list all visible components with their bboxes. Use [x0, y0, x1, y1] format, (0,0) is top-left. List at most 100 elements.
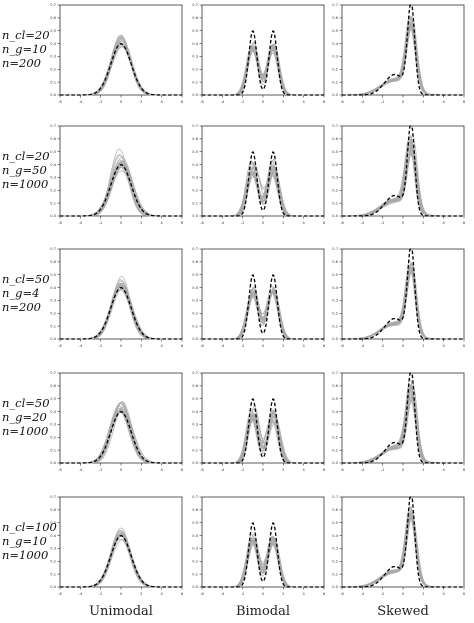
y-tick-label: 0.4 — [192, 163, 198, 167]
estimate-curve — [202, 539, 324, 588]
y-tick-label: 0.6 — [332, 260, 338, 264]
estimate-curve — [60, 288, 182, 340]
estimate-curve — [60, 405, 182, 464]
estimate-curve — [342, 269, 464, 340]
estimate-curve — [60, 532, 182, 588]
y-tick-label: 0.4 — [332, 534, 338, 538]
x-tick-label: 4 — [443, 592, 446, 596]
x-tick-label: 4 — [303, 592, 306, 596]
true-density-curve — [202, 398, 324, 464]
y-tick-label: 0.1 — [50, 201, 56, 205]
row-label-line: n_g=10 — [2, 42, 47, 56]
panel-frame — [59, 372, 183, 464]
x-tick-label: 0 — [402, 100, 405, 104]
y-tick-label: 0.7 — [332, 371, 338, 375]
estimate-curve — [202, 167, 324, 217]
row-label-line: n_g=4 — [2, 286, 40, 300]
x-tick-label: -6 — [200, 468, 204, 472]
panel-frame — [59, 248, 183, 340]
x-tick-label: -2 — [99, 221, 103, 225]
y-tick-label: 0.4 — [50, 534, 56, 538]
true-density-curve — [60, 535, 182, 588]
estimate-curve — [60, 411, 182, 464]
estimate-curve — [202, 45, 324, 96]
y-tick-label: 0.6 — [50, 16, 56, 20]
row-label-line: n_cl=100 — [2, 520, 57, 534]
y-tick-label: 0.5 — [192, 150, 198, 154]
y-tick-label: 0.1 — [50, 324, 56, 328]
estimate-curve — [202, 539, 324, 588]
x-tick-label: 0 — [402, 221, 405, 225]
estimate-curve — [202, 415, 324, 464]
estimate-curve — [60, 283, 182, 340]
x-tick-label: -6 — [58, 221, 62, 225]
y-tick-label: 0.4 — [192, 42, 198, 46]
estimate-curve — [60, 40, 182, 96]
y-tick-label: 0.5 — [50, 150, 56, 154]
true-density-curve — [342, 372, 464, 464]
y-tick-label: 0.7 — [50, 247, 56, 251]
x-tick-label: -6 — [58, 100, 62, 104]
estimate-curve — [60, 282, 182, 340]
y-tick-label: 0.2 — [332, 311, 338, 315]
x-tick-label: -6 — [340, 221, 344, 225]
y-tick-label: 0.1 — [192, 448, 198, 452]
x-tick-label: 4 — [443, 100, 446, 104]
x-tick-label: -4 — [221, 100, 225, 104]
x-tick-label: 2 — [422, 221, 424, 225]
y-tick-label: 0.4 — [332, 410, 338, 414]
estimate-curve — [202, 165, 324, 217]
estimate-curve — [202, 165, 324, 217]
estimate-curve — [60, 283, 182, 340]
estimate-curve — [60, 164, 182, 217]
row-label-5: n_cl=100 n_g=10 n=1000 — [2, 520, 58, 562]
estimate-curve — [202, 45, 324, 96]
y-tick-label: 0.0 — [192, 461, 198, 465]
y-tick-label: 0.5 — [192, 29, 198, 33]
estimate-curve — [202, 538, 324, 588]
true-density-curve — [202, 522, 324, 588]
y-tick-label: 0.2 — [192, 559, 198, 563]
row-label-line: n=1000 — [2, 548, 49, 562]
estimate-curve — [202, 43, 324, 96]
x-tick-label: 4 — [303, 221, 306, 225]
estimate-curve — [60, 154, 182, 217]
estimate-curve — [60, 534, 182, 588]
x-tick-label: 0 — [262, 592, 265, 596]
estimate-curve — [202, 42, 324, 96]
estimate-curve — [342, 266, 464, 340]
row-label-2: n_cl=20 n_g=50 n=1000 — [2, 149, 58, 191]
estimate-curve — [202, 49, 324, 96]
estimate-curve — [60, 148, 182, 217]
row-label-line: n_g=20 — [2, 410, 47, 424]
true-density-curve — [60, 164, 182, 217]
estimate-curve — [60, 285, 182, 340]
estimate-curve — [60, 39, 182, 96]
x-tick-label: -2 — [381, 468, 385, 472]
y-tick-label: 0.5 — [50, 29, 56, 33]
x-tick-label: 0 — [120, 468, 123, 472]
x-tick-label: 4 — [303, 344, 306, 348]
column-title-bimodal: Bimodal — [235, 604, 291, 619]
x-tick-label: 2 — [422, 592, 424, 596]
estimate-curve — [60, 534, 182, 588]
y-tick-label: 0.3 — [50, 547, 56, 551]
x-tick-label: 4 — [303, 468, 306, 472]
x-tick-label: 6 — [181, 100, 184, 104]
y-tick-label: 0.4 — [332, 286, 338, 290]
panel-3-skewed: -6 -4 -2 0 2 4 6 0.0 0.1 0.2 0.3 0.4 0.5 0.6 0.7 — [332, 247, 466, 348]
row-label-3: n_cl=50 n_g=4 n=200 — [2, 272, 58, 314]
y-tick-label: 0.1 — [50, 572, 56, 576]
y-tick-label: 0.6 — [192, 384, 198, 388]
y-tick-label: 0.3 — [50, 423, 56, 427]
panel-4-skewed: -6 -4 -2 0 2 4 6 0.0 0.1 0.2 0.3 0.4 0.5 0.6 0.7 — [332, 371, 466, 472]
true-density-curve — [342, 4, 464, 96]
y-tick-label: 0.4 — [332, 163, 338, 167]
y-tick-label: 0.1 — [332, 201, 338, 205]
x-tick-label: -4 — [79, 221, 83, 225]
estimate-curve — [342, 259, 464, 340]
estimate-curve — [202, 291, 324, 340]
estimate-curve — [202, 410, 324, 464]
y-tick-label: 0.5 — [50, 273, 56, 277]
x-tick-label: -2 — [381, 100, 385, 104]
